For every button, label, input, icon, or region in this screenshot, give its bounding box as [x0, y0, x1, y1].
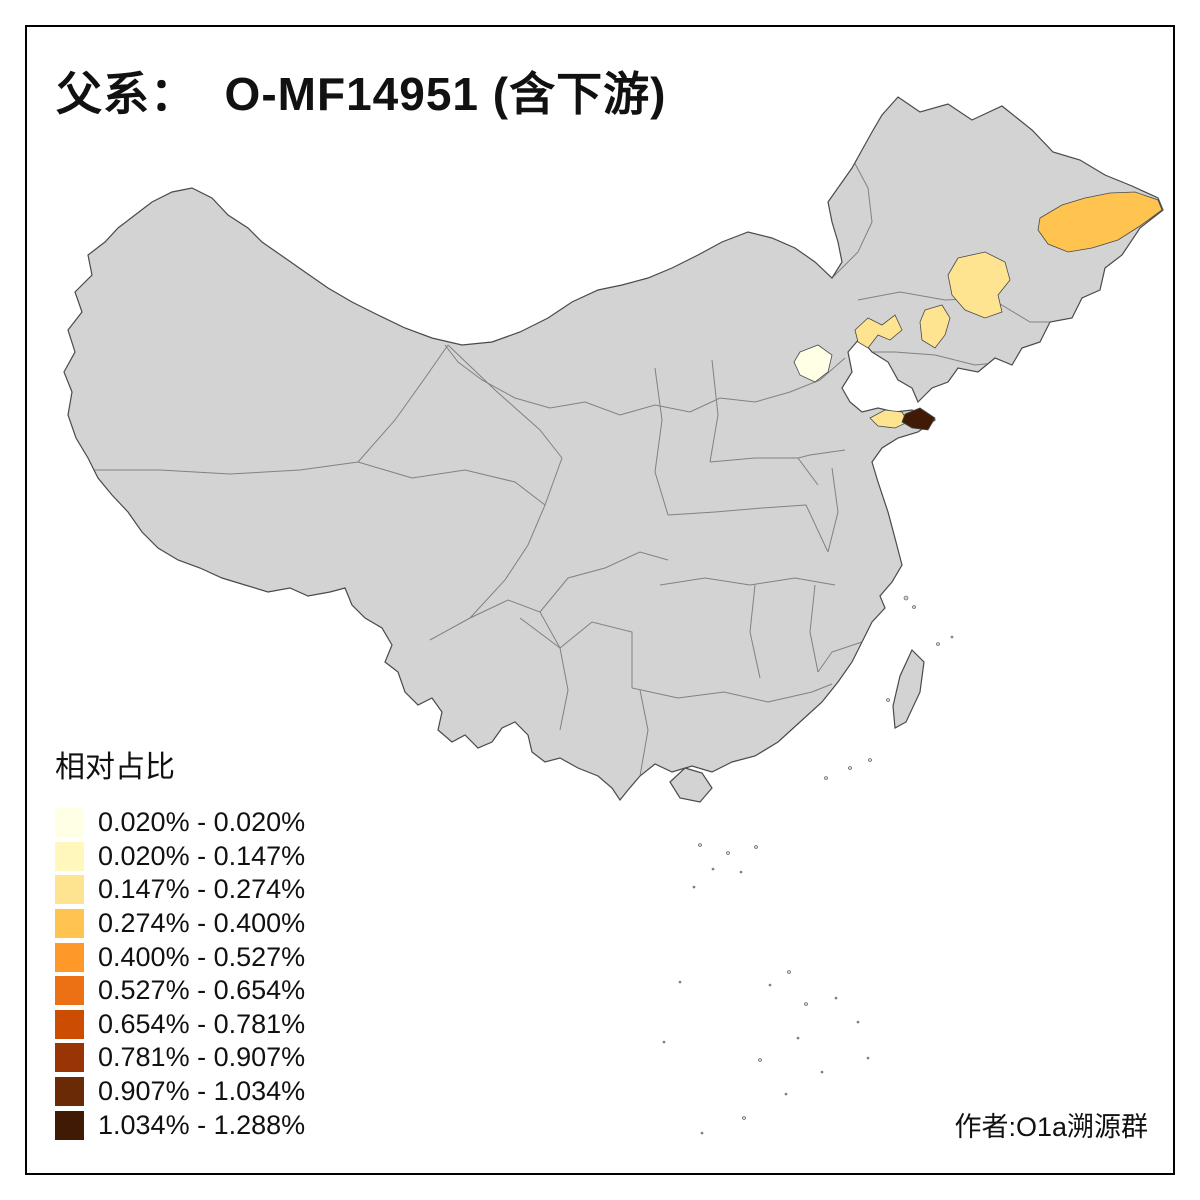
- legend-swatch: [55, 942, 84, 972]
- legend-swatch: [55, 1077, 84, 1107]
- legend-swatch: [55, 1009, 84, 1039]
- legend-item: 1.034% - 1.288%: [55, 1108, 305, 1142]
- region-northeast-heilongjiang: [1037, 191, 1163, 253]
- legend: 相对占比 0.020% - 0.020% 0.020% - 0.147% 0.1…: [55, 742, 305, 1142]
- legend-range-label: 0.274% - 0.400%: [98, 908, 306, 939]
- legend-range-label: 1.034% - 1.288%: [98, 1109, 306, 1140]
- legend-item: 0.020% - 0.020%: [55, 806, 305, 840]
- legend-item: 0.147% - 0.274%: [55, 873, 305, 907]
- region-beijing: [793, 344, 833, 383]
- legend-range-label: 0.907% - 1.034%: [98, 1076, 306, 1107]
- legend-title: 相对占比: [55, 751, 175, 784]
- small-islands: [662, 595, 954, 1135]
- page-title: 父系： O-MF14951 (含下游): [56, 68, 667, 120]
- legend-swatch: [55, 909, 84, 939]
- region-liaoning-west: [854, 314, 903, 349]
- province-borders: [92, 157, 1050, 777]
- region-jilin-central: [947, 251, 1011, 319]
- legend-range-label: 0.147% - 0.274%: [98, 874, 306, 905]
- highlighted-regions: [793, 191, 1163, 431]
- author-credit: 作者:O1a溯源群: [954, 1112, 1148, 1142]
- legend-range-label: 0.781% - 0.907%: [98, 1042, 306, 1073]
- hainan-island: [669, 767, 713, 803]
- legend-item: 0.907% - 1.034%: [55, 1075, 305, 1109]
- taiwan-island: [892, 648, 925, 729]
- legend-item: 0.527% - 0.654%: [55, 974, 305, 1008]
- legend-range-label: 0.654% - 0.781%: [98, 1008, 306, 1039]
- legend-swatch: [55, 976, 84, 1006]
- region-liaoning-central: [919, 304, 951, 349]
- legend-item: 0.654% - 0.781%: [55, 1008, 305, 1042]
- legend-range-label: 0.527% - 0.654%: [98, 975, 306, 1006]
- legend-range-label: 0.400% - 0.527%: [98, 941, 306, 972]
- legend-swatch: [55, 1043, 84, 1073]
- legend-item: 0.400% - 0.527%: [55, 940, 305, 974]
- mainland-china: [63, 96, 1164, 802]
- legend-swatch: [55, 808, 84, 838]
- legend-item: 0.274% - 0.400%: [55, 907, 305, 941]
- legend-swatch: [55, 1110, 84, 1140]
- legend-swatch: [55, 875, 84, 905]
- region-shandong-peninsula-tip: [901, 407, 936, 431]
- legend-range-label: 0.020% - 0.147%: [98, 840, 306, 871]
- legend-item: 0.781% - 0.907%: [55, 1041, 305, 1075]
- legend-item: 0.020% - 0.147%: [55, 840, 305, 874]
- legend-range-label: 0.020% - 0.020%: [98, 807, 306, 838]
- legend-swatch: [55, 841, 84, 871]
